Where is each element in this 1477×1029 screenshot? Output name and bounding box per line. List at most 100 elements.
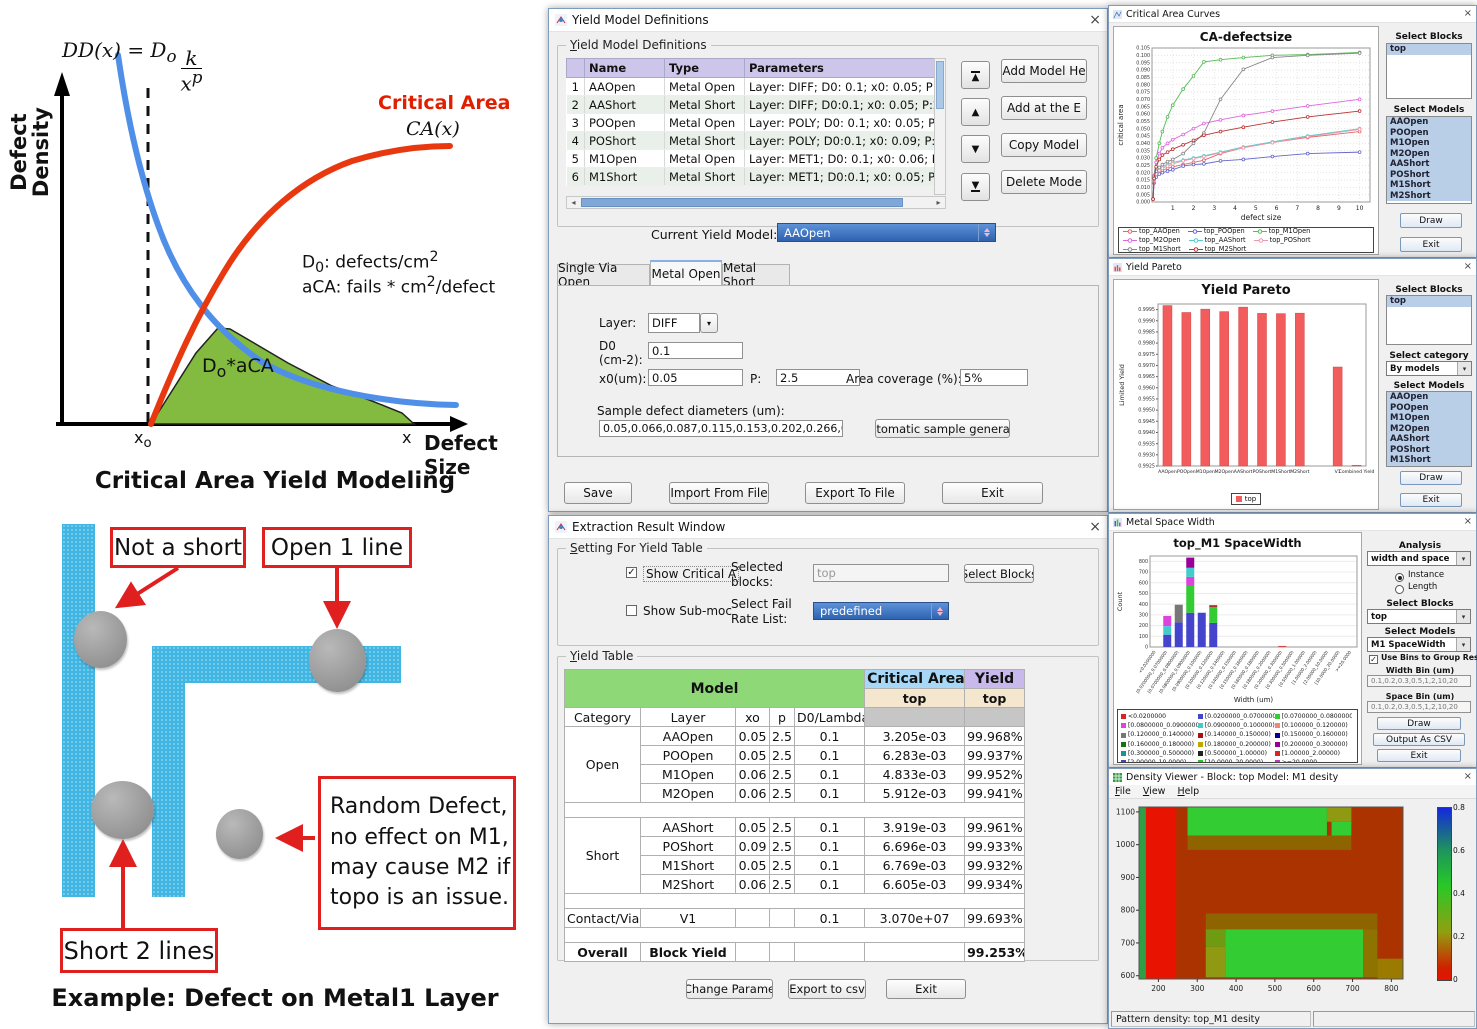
change-parameters-button[interactable]: Change Parame (686, 979, 773, 999)
models-listbox[interactable]: AAOpen POOpen M1Open M2Open AAShort POShort M1… (1386, 391, 1472, 467)
move-top-button[interactable]: ▲ (961, 61, 990, 89)
list-item[interactable]: POOpen (1387, 127, 1471, 138)
tab-single-via-open[interactable]: Single Via Open (557, 261, 650, 289)
list-item[interactable]: top (1387, 44, 1471, 55)
import-button[interactable]: Import From File (669, 482, 769, 504)
list-item[interactable]: POShort (1387, 169, 1471, 180)
list-item[interactable]: AAOpen (1387, 117, 1471, 128)
tab-metal-open[interactable]: Metal Open (650, 260, 722, 286)
auto-sample-button[interactable]: Automatic sample generatic (875, 419, 1010, 438)
menu-view[interactable]: View (1142, 786, 1166, 797)
select-blocks-button[interactable]: Select Blocks (964, 564, 1034, 583)
selected-blocks-field[interactable]: top (813, 564, 949, 582)
window-titlebar[interactable]: Yield Pareto × (1109, 259, 1476, 276)
combo-arrow-icon[interactable]: ▾ (1456, 552, 1470, 565)
output-csv-button[interactable]: Output As CSV (1373, 733, 1465, 746)
table-row[interactable]: 6 M1Short Metal Short Layer: MET1; D0:0.1; … (566, 167, 935, 186)
combo-arrow-icon[interactable]: ▾ (1457, 362, 1471, 375)
move-up-button[interactable]: ▲ (961, 98, 990, 126)
move-bottom-button[interactable]: ▼ (961, 173, 990, 201)
draw-button[interactable]: Draw (1400, 471, 1462, 485)
close-icon[interactable]: × (1089, 12, 1101, 28)
current-model-dropdown[interactable]: AAOpen (777, 223, 996, 242)
list-item[interactable]: POShort (1387, 444, 1471, 455)
window-titlebar[interactable]: Density Viewer - Block: top Model: M1 de… (1109, 769, 1476, 786)
close-icon[interactable]: × (1463, 8, 1472, 19)
area-coverage-field[interactable]: 5% (960, 369, 1028, 386)
models-table[interactable]: Name Type Parameters 1 AAOpen Metal Open La… (566, 58, 935, 186)
blocks-listbox[interactable]: top (1386, 295, 1472, 345)
tab-metal-short[interactable]: Metal Short (722, 261, 790, 289)
combo-arrow-icon[interactable]: ▾ (1456, 638, 1470, 651)
draw-button[interactable]: Draw (1400, 213, 1462, 228)
table-hscrollbar[interactable]: ◂ ▸ (566, 196, 946, 209)
x0-field[interactable]: 0.05 (648, 369, 743, 386)
add-at-end-button[interactable]: Add at the E (1001, 96, 1087, 120)
category-dropdown[interactable]: By models ▾ (1386, 361, 1472, 376)
show-critical-label[interactable]: Show Critical A (643, 566, 740, 582)
exit-button[interactable]: Exit (1400, 493, 1462, 507)
table-row[interactable]: 1 AAOpen Metal Open Layer: DIFF; D0: 0.1; x… (566, 77, 935, 96)
p-field[interactable]: 2.5 (776, 369, 860, 386)
show-critical-checkbox[interactable]: ✓ (626, 566, 637, 578)
close-icon[interactable]: × (1463, 771, 1472, 782)
table-row[interactable]: 3 POOpen Metal Open Layer: POLY; D0: 0.1; x… (566, 113, 935, 132)
list-item[interactable]: AAOpen (1387, 392, 1471, 403)
add-model-here-button[interactable]: Add Model He (1001, 59, 1087, 83)
close-icon[interactable]: × (1463, 516, 1472, 527)
save-button[interactable]: Save (564, 482, 632, 504)
list-item[interactable]: POOpen (1387, 402, 1471, 413)
models-listbox[interactable]: AAOpen POOpen M1Open M2Open AAShort POShort M1… (1386, 116, 1472, 204)
show-submodels-checkbox[interactable] (626, 605, 637, 616)
analysis-dropdown[interactable]: width and space ▾ (1367, 551, 1471, 566)
list-item[interactable]: M2Short (1387, 465, 1471, 466)
exit-button[interactable]: Exit (1400, 237, 1462, 252)
table-row[interactable]: 4 POShort Metal Short Layer: POLY; D0:0.1; … (566, 131, 935, 150)
close-icon[interactable]: × (1089, 519, 1101, 535)
window-titlebar[interactable]: Extraction Result Window × (549, 516, 1107, 539)
d0-field[interactable]: 0.1 (648, 342, 743, 359)
close-icon[interactable]: × (1463, 261, 1472, 272)
blocks-listbox[interactable]: top (1386, 43, 1472, 99)
delete-model-button[interactable]: Delete Mode (1001, 170, 1087, 194)
spinner-icon[interactable] (931, 603, 948, 619)
length-radio[interactable] (1395, 585, 1404, 594)
list-item[interactable]: AAShort (1387, 159, 1471, 170)
exit-button[interactable]: Exit (886, 979, 966, 999)
layer-select-value[interactable]: DIFF (648, 313, 700, 333)
draw-button[interactable]: Draw (1377, 717, 1461, 730)
table-vscrollbar[interactable] (934, 58, 946, 195)
layer-select-arrow-icon[interactable]: ▾ (700, 313, 718, 333)
sample-diameters-field[interactable]: 0.05,0.066,0.087,0.115,0.153,0.202,0.266… (599, 420, 843, 437)
list-item[interactable]: M1Open (1387, 138, 1471, 149)
exit-button[interactable]: Exit (942, 482, 1043, 504)
copy-model-button[interactable]: Copy Model (1001, 133, 1087, 157)
instance-radio[interactable] (1395, 573, 1404, 582)
menu-file[interactable]: File (1115, 786, 1131, 797)
fail-rate-dropdown[interactable]: predefined (813, 602, 949, 620)
export-csv-button[interactable]: Export to csv (788, 979, 866, 999)
export-button[interactable]: Export To File (805, 482, 905, 504)
space-bin-field[interactable]: 0.1,0.2,0.3,0.5,1,2,10,20 (1367, 701, 1471, 713)
combo-arrow-icon[interactable]: ▾ (1456, 610, 1470, 623)
width-bin-field[interactable]: 0.1,0.2,0.3,0.5,1,2,10,20 (1367, 675, 1471, 687)
move-down-button[interactable]: ▼ (961, 135, 990, 163)
list-item[interactable]: top (1387, 296, 1471, 307)
list-item[interactable]: M1Short (1387, 455, 1471, 466)
list-item[interactable]: M1Open (1387, 413, 1471, 424)
scroll-right-icon[interactable]: ▸ (936, 198, 941, 207)
exit-button[interactable]: Exit (1377, 749, 1461, 762)
models-dropdown[interactable]: M1 SpaceWidth ▾ (1367, 637, 1471, 652)
use-bins-checkbox[interactable]: ✓ (1369, 654, 1378, 664)
spinner-icon[interactable] (978, 224, 995, 241)
table-row[interactable]: 2 AAShort Metal Short Layer: DIFF; D0:0.1; … (566, 95, 935, 114)
table-row[interactable]: 5 M1Open Metal Open Layer: MET1; D0: 0.1; x… (566, 149, 935, 168)
list-item[interactable]: M2Open (1387, 423, 1471, 434)
blocks-dropdown[interactable]: top ▾ (1367, 609, 1471, 624)
window-titlebar[interactable]: Metal Space Width × (1109, 514, 1476, 531)
list-item[interactable]: M1Short (1387, 180, 1471, 191)
list-item[interactable]: AAShort (1387, 434, 1471, 445)
list-item[interactable]: M2Open (1387, 148, 1471, 159)
window-titlebar[interactable]: Critical Area Curves × (1109, 6, 1476, 23)
list-item[interactable]: M2Short (1387, 190, 1471, 201)
